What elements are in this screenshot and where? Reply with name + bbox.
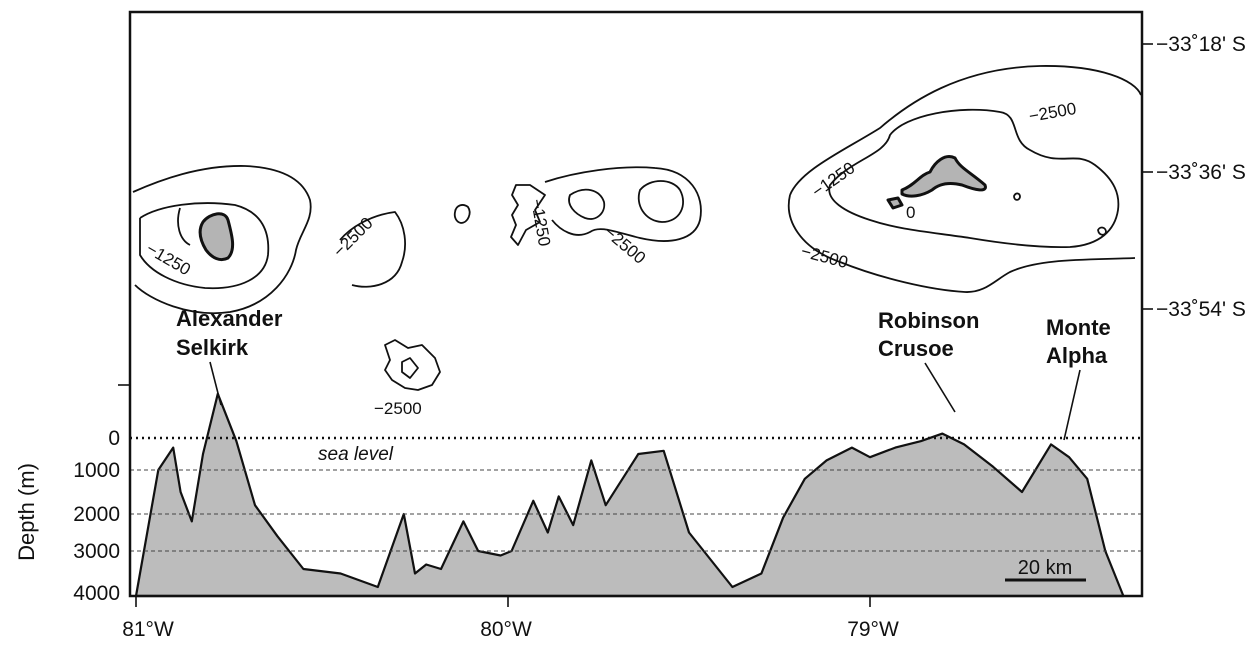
contour-robinson-outer xyxy=(789,65,1142,196)
robinson-crusoe-island xyxy=(900,155,987,198)
contour-robinson-1250 xyxy=(828,108,1120,249)
contour-labels: −1250 −2500 −1250 −2500 −2500 −1250 0 −2… xyxy=(143,99,1078,418)
lat-label-1: −33˚18' S xyxy=(1156,33,1246,56)
monte-leader-line xyxy=(1063,369,1081,441)
island-labels: Alexander Selkirk Robinson Crusoe Monte … xyxy=(176,306,1111,441)
alexander-leader-line xyxy=(209,361,222,406)
contour-small-ring-1 xyxy=(1013,192,1021,201)
depth-label-4000: 4000 xyxy=(73,582,120,605)
lat-label-2: −33˚36' S xyxy=(1156,161,1246,184)
contour-label-c4: −2500 xyxy=(600,223,649,268)
sea-level-label: sea level xyxy=(318,444,394,465)
depth-label-3000: 3000 xyxy=(73,540,120,563)
contour-center-jagged xyxy=(510,184,546,246)
contour-label-c2: −2500 xyxy=(329,214,376,261)
contour-small-loop xyxy=(453,204,471,224)
contour-label-c9: −2500 xyxy=(374,399,422,418)
depth-profile xyxy=(134,392,1125,598)
robinson-leader-line xyxy=(924,362,956,413)
alexander-selkirk-label-line2: Selkirk xyxy=(176,335,249,360)
bathymetric-contours xyxy=(132,65,1142,391)
contour-label-c1: −1250 xyxy=(143,239,194,279)
alexander-selkirk-island xyxy=(198,212,235,262)
contour-alexander-inner xyxy=(139,202,270,290)
contour-robinson-outer-b xyxy=(788,194,1136,293)
alexander-selkirk-label-line1: Alexander xyxy=(176,306,283,331)
scale-bar-label: 20 km xyxy=(1018,557,1072,579)
depth-label-0: 0 xyxy=(108,427,120,450)
depth-profile-area xyxy=(134,392,1125,598)
depth-gridlines xyxy=(130,436,1142,552)
map-frame xyxy=(128,10,1144,598)
contour-center-loop-a xyxy=(568,188,606,220)
lon-label-2: 80°W xyxy=(480,618,532,641)
depth-label-1000: 1000 xyxy=(73,459,120,482)
robinson-crusoe-label-line2: Crusoe xyxy=(878,336,954,361)
robinson-crusoe-label-line1: Robinson xyxy=(878,308,979,333)
santa-clara-island xyxy=(886,196,904,210)
depth-label-2000: 2000 xyxy=(73,503,120,526)
monte-alpha-label-line2: Alpha xyxy=(1046,343,1108,368)
contour-alexander-outer xyxy=(132,165,312,314)
contour-label-c6: −1250 xyxy=(808,158,858,201)
latitude-axis: −33˚18' S −33˚36' S −33˚54' S xyxy=(1142,33,1246,321)
contour-label-c8: −2500 xyxy=(799,242,850,273)
monte-alpha-label-line1: Monte xyxy=(1046,315,1111,340)
contour-2500-west xyxy=(339,211,406,288)
contour-center-loop-b xyxy=(637,180,684,223)
lon-label-3: 79°W xyxy=(847,618,899,641)
contour-small-offshore xyxy=(384,339,441,391)
contour-label-c7: 0 xyxy=(906,203,915,222)
depth-axis-title: Depth (m) xyxy=(14,463,39,561)
longitude-axis: 81°W 80°W 79°W xyxy=(122,596,899,641)
contour-label-c5: −2500 xyxy=(1027,99,1077,126)
depth-axis: 0 1000 2000 3000 4000 Depth (m) xyxy=(14,384,130,605)
contour-small-ring-2 xyxy=(1097,226,1107,236)
lat-label-3: −33˚54' S xyxy=(1156,298,1246,321)
islands xyxy=(198,155,987,262)
lon-label-1: 81°W xyxy=(122,618,174,641)
contour-center-outer xyxy=(544,166,702,242)
scale-bar: 20 km xyxy=(1005,557,1086,582)
contour-label-c3: −1250 xyxy=(527,197,554,247)
